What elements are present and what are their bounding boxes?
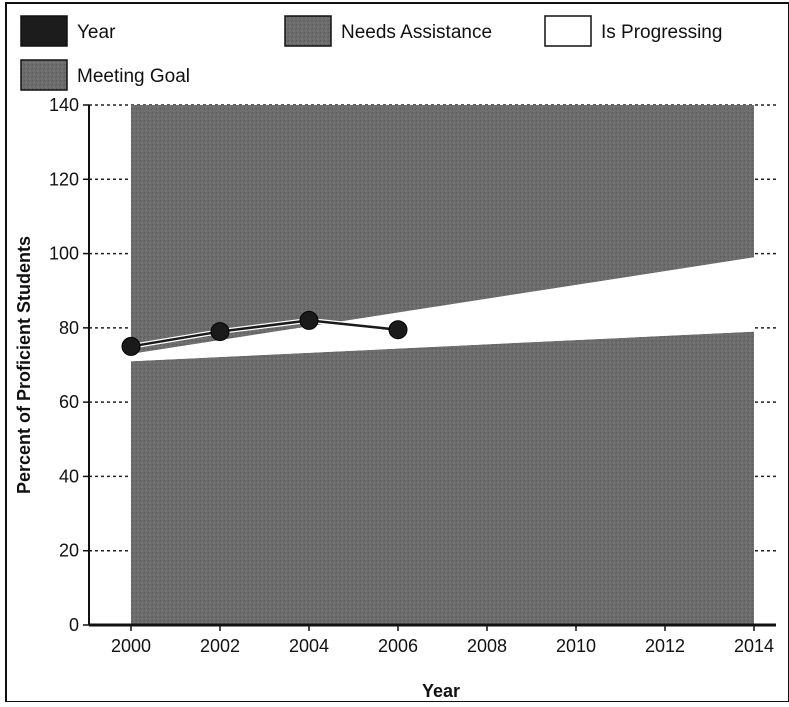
y-tick-label-140: 140 [49, 95, 79, 115]
data-point-year-2006 [388, 320, 408, 340]
y-tick-label-60: 60 [59, 392, 79, 412]
data-point-year-2000 [121, 336, 141, 356]
x-axis-title: Year [422, 681, 460, 701]
legend-swatch-meeting-goal [20, 59, 68, 91]
band-is-progressing [131, 257, 754, 362]
band-needs-assistance [131, 331, 754, 625]
legend-label-is-progressing: Is Progressing [601, 22, 722, 43]
y-tick-label-80: 80 [59, 318, 79, 338]
y-axis-title: Percent of Proficient Students [14, 236, 34, 494]
legend-label-year: Year [77, 22, 116, 43]
y-tick-label-0: 0 [69, 615, 79, 635]
y-tick-label-100: 100 [49, 244, 79, 264]
series-line-year [130, 319, 399, 348]
band-meeting-goal [131, 105, 754, 354]
legend-label-needs-assistance: Needs Assistance [341, 22, 492, 43]
x-tick-label-2010: 2010 [556, 636, 596, 656]
x-tick-label-2000: 2000 [111, 636, 151, 656]
legend-swatch-is-progressing [544, 15, 592, 47]
x-tick-label-2014: 2014 [734, 636, 774, 656]
y-tick-label-40: 40 [59, 466, 79, 486]
x-tick-label-2008: 2008 [467, 636, 507, 656]
data-point-year-2002 [210, 322, 230, 342]
y-tick-label-20: 20 [59, 541, 79, 561]
legend-swatch-needs-assistance [284, 15, 332, 47]
legend: Year Needs Assistance Is Progressing Meetin… [20, 15, 722, 91]
x-tick-label-2004: 2004 [289, 636, 329, 656]
x-tick-label-2006: 2006 [378, 636, 418, 656]
data-point-year-2004 [299, 310, 319, 330]
plot-area: 0 20 40 60 80 100 120 140 2000 2002 2004 2006 2008 20… [49, 95, 776, 656]
legend-label-meeting-goal: Meeting Goal [77, 66, 190, 87]
x-tick-label-2012: 2012 [645, 636, 685, 656]
x-tick-label-2002: 2002 [200, 636, 240, 656]
y-tick-label-120: 120 [49, 169, 79, 189]
legend-swatch-year [20, 15, 68, 47]
